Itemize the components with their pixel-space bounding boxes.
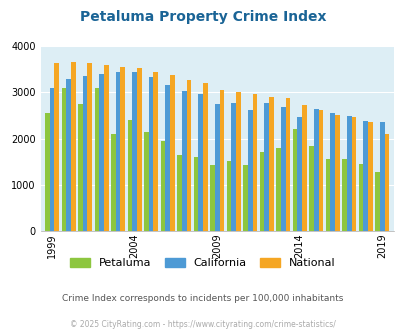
- Bar: [149, 77, 153, 231]
- Bar: [170, 75, 174, 231]
- Bar: [264, 103, 269, 231]
- Bar: [94, 88, 99, 231]
- Bar: [104, 65, 108, 231]
- Bar: [269, 97, 273, 231]
- Bar: [193, 157, 198, 231]
- Bar: [202, 83, 207, 231]
- Bar: [115, 72, 120, 231]
- Bar: [132, 72, 136, 231]
- Bar: [276, 148, 280, 231]
- Bar: [341, 159, 346, 231]
- Bar: [186, 81, 191, 231]
- Bar: [50, 88, 54, 231]
- Bar: [78, 104, 83, 231]
- Bar: [330, 113, 334, 231]
- Bar: [210, 165, 214, 231]
- Bar: [252, 94, 256, 231]
- Bar: [198, 94, 202, 231]
- Bar: [66, 79, 71, 231]
- Bar: [362, 121, 367, 231]
- Bar: [243, 165, 247, 231]
- Bar: [120, 67, 125, 231]
- Bar: [346, 116, 351, 231]
- Bar: [374, 172, 379, 231]
- Bar: [384, 134, 388, 231]
- Bar: [83, 76, 87, 231]
- Bar: [87, 63, 92, 231]
- Bar: [71, 62, 75, 231]
- Bar: [235, 92, 240, 231]
- Bar: [177, 155, 181, 231]
- Text: Petaluma Property Crime Index: Petaluma Property Crime Index: [79, 10, 326, 24]
- Bar: [301, 105, 306, 231]
- Text: Crime Index corresponds to incidents per 100,000 inhabitants: Crime Index corresponds to incidents per…: [62, 294, 343, 303]
- Bar: [219, 90, 224, 231]
- Bar: [128, 120, 132, 231]
- Bar: [334, 115, 339, 231]
- Bar: [247, 111, 252, 231]
- Bar: [181, 91, 186, 231]
- Bar: [111, 134, 115, 231]
- Bar: [165, 84, 170, 231]
- Bar: [292, 129, 297, 231]
- Bar: [297, 117, 301, 231]
- Bar: [99, 74, 104, 231]
- Bar: [54, 63, 59, 231]
- Bar: [379, 122, 384, 231]
- Legend: Petaluma, California, National: Petaluma, California, National: [66, 253, 339, 273]
- Bar: [226, 161, 231, 231]
- Bar: [45, 113, 50, 231]
- Bar: [153, 72, 158, 231]
- Bar: [214, 104, 219, 231]
- Bar: [309, 147, 313, 231]
- Bar: [144, 132, 149, 231]
- Text: © 2025 CityRating.com - https://www.cityrating.com/crime-statistics/: © 2025 CityRating.com - https://www.city…: [70, 320, 335, 329]
- Bar: [313, 109, 318, 231]
- Bar: [136, 68, 141, 231]
- Bar: [259, 152, 264, 231]
- Bar: [367, 122, 372, 231]
- Bar: [325, 159, 330, 231]
- Bar: [285, 98, 290, 231]
- Bar: [280, 107, 285, 231]
- Bar: [160, 141, 165, 231]
- Bar: [62, 88, 66, 231]
- Bar: [351, 117, 355, 231]
- Bar: [231, 103, 235, 231]
- Bar: [318, 110, 322, 231]
- Bar: [358, 164, 362, 231]
